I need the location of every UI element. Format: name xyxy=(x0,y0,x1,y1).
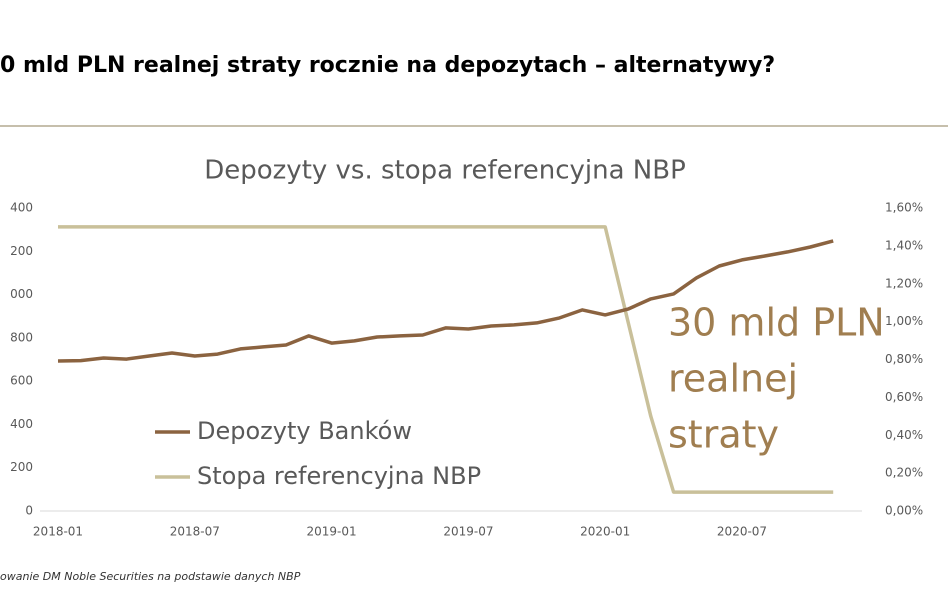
x-tick-label: 2019-01 xyxy=(307,525,357,539)
y2-tick-label: 0,00% xyxy=(885,504,923,518)
y-tick-label: 200 xyxy=(10,460,33,474)
x-tick-label: 2020-07 xyxy=(717,525,767,539)
y-tick-label: 000 xyxy=(10,287,33,301)
annotation: 30 mld PLN xyxy=(668,301,885,345)
y2-tick-label: 0,20% xyxy=(885,466,923,480)
y-tick-label: 800 xyxy=(10,330,33,344)
annotation: realnej xyxy=(668,357,798,401)
series-line xyxy=(57,239,834,363)
y2-tick-label: 1,00% xyxy=(885,314,923,328)
y2-tick-label: 1,60% xyxy=(885,201,923,215)
y2-tick-label: 1,20% xyxy=(885,276,923,290)
x-tick-label: 2019-07 xyxy=(443,525,493,539)
y-tick-label: 600 xyxy=(10,374,33,388)
series-line xyxy=(58,225,834,494)
y2-tick-label: 1,40% xyxy=(885,238,923,252)
y-tick-label: 400 xyxy=(10,417,33,431)
y-tick-label: 200 xyxy=(10,244,33,258)
x-tick-label: 2018-07 xyxy=(170,525,220,539)
y-tick-label: 0 xyxy=(25,504,33,518)
x-tick-label: 2018-01 xyxy=(33,525,83,539)
y-tick-label: 400 xyxy=(10,201,33,215)
annotation: straty xyxy=(668,413,779,457)
y2-tick-label: 0,80% xyxy=(885,352,923,366)
legend-label: Depozyty Banków xyxy=(197,417,412,445)
footnote: owanie DM Noble Securities na podstawie … xyxy=(0,570,301,583)
y2-tick-label: 0,60% xyxy=(885,390,923,404)
legend-label: Stopa referencyjna NBP xyxy=(197,462,481,490)
y2-tick-label: 0,40% xyxy=(885,428,923,442)
chart-title: Depozyty vs. stopa referencyjna NBP xyxy=(204,156,686,186)
x-tick-label: 2020-01 xyxy=(580,525,630,539)
page-title: 0 mld PLN realnej straty rocznie na depo… xyxy=(0,53,775,78)
